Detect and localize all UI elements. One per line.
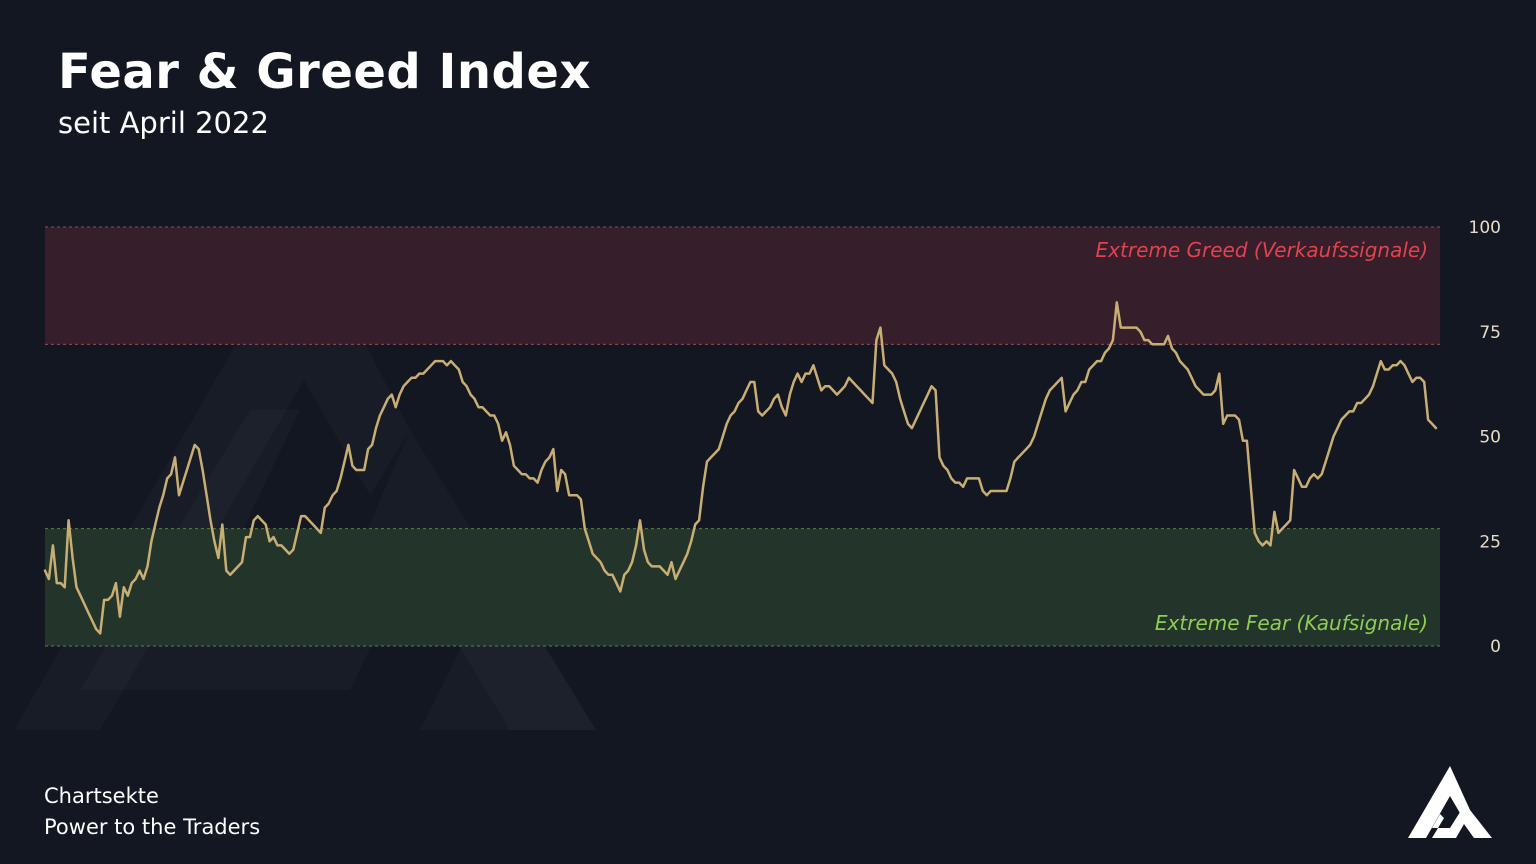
y-axis: 0 25 50 75 100 (1469, 218, 1501, 657)
chartsekte-logo-icon (1408, 766, 1492, 838)
index-line (43, 301, 1438, 635)
extreme-fear-zone (45, 528, 1440, 646)
y-tick-label: 100 (1469, 218, 1501, 238)
y-tick-label: 50 (1479, 428, 1501, 448)
extreme-fear-label: Extreme Fear (Kaufsignale) (1155, 611, 1428, 635)
y-tick-label: 0 (1490, 637, 1501, 657)
y-tick-label: 25 (1479, 532, 1501, 552)
footer-brand: Chartsekte (44, 784, 159, 808)
footer-tagline: Power to the Traders (44, 815, 261, 839)
chart-subtitle: seit April 2022 (58, 106, 269, 140)
extreme-greed-label: Extreme Greed (Verkaufssignale) (1096, 238, 1428, 262)
chart-title: Fear & Greed Index (58, 44, 591, 100)
y-tick-label: 75 (1479, 323, 1501, 343)
extreme-greed-zone (45, 227, 1440, 345)
